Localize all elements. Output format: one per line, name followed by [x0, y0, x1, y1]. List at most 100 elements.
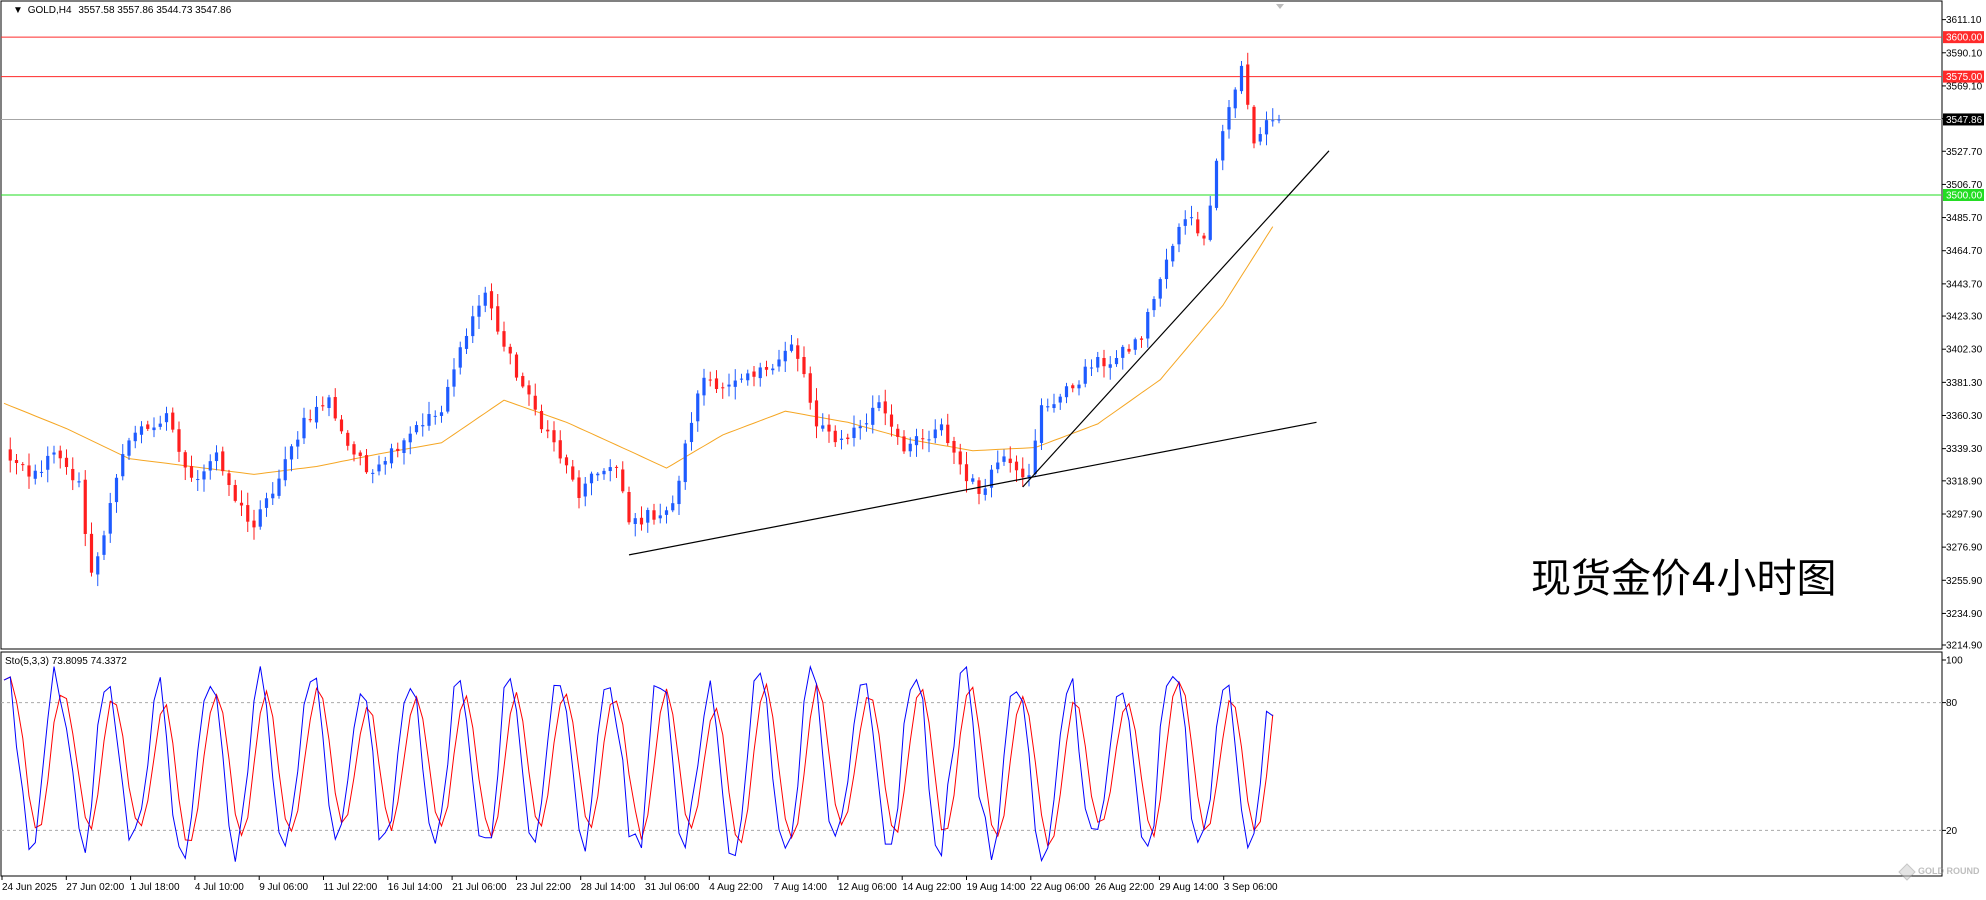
candle-body [589, 473, 594, 484]
candle [271, 482, 275, 505]
price-tick-label: 3297.90 [1946, 509, 1983, 520]
symbol-header: ▼ GOLD,H4 3557.58 3557.86 3544.73 3547.8… [13, 5, 232, 16]
candle [727, 373, 731, 397]
candle-body [996, 462, 1000, 470]
price-tick-label: 3423.30 [1946, 312, 1983, 323]
candle [464, 328, 469, 354]
time-axis[interactable]: 24 Jun 2025 27 Jun 02:00 1 Jul 18:00 4 Jul … [1, 875, 1942, 893]
candle-body [746, 373, 750, 381]
candle [639, 506, 644, 531]
candle-body [421, 425, 425, 427]
candle-body [627, 491, 631, 523]
price-tick-label: 3276.90 [1946, 543, 1983, 554]
price-tag-background [1943, 70, 1984, 83]
candle-body [396, 448, 400, 452]
price-panel[interactable]: ▼ GOLD,H4 3557.58 3557.86 3544.73 3547.8… [0, 0, 1943, 650]
time-tick-label: 29 Aug 14:00 [1159, 882, 1218, 893]
candle-body [958, 451, 962, 465]
stochastic-signal-line [3, 676, 1274, 848]
stochastic-panel[interactable]: Sto(5,3,3) 73.8095 74.3372 [0, 651, 1943, 877]
candle [1058, 393, 1062, 410]
candle [733, 369, 737, 400]
candle [827, 414, 831, 443]
dropdown-triangle-icon[interactable]: ▼ [13, 5, 23, 16]
candle-body [196, 479, 200, 481]
candle-body [621, 469, 625, 492]
candle-body [889, 414, 894, 427]
candle [377, 455, 381, 476]
candle-body [646, 510, 650, 523]
candle-body [902, 436, 906, 452]
symbol-label: GOLD,H4 [28, 5, 72, 16]
candle [814, 388, 819, 439]
candle [839, 430, 844, 450]
candle [602, 468, 606, 480]
candle-body [696, 393, 700, 422]
time-tick-label: 14 Aug 22:00 [902, 882, 961, 893]
candle-body [202, 471, 206, 480]
candle [39, 460, 44, 478]
candle [577, 470, 581, 509]
candle [689, 412, 694, 451]
candle [989, 465, 994, 498]
candle-body [177, 429, 181, 452]
candle [383, 456, 387, 475]
trendline[interactable] [628, 421, 1317, 556]
candle [821, 413, 825, 432]
watermark-logo: GOLD ROUND [1898, 863, 1980, 881]
candle [852, 415, 856, 447]
candle-body [289, 446, 294, 460]
candle-body [783, 350, 787, 362]
candle [883, 389, 887, 426]
price-tick-label: 3255.90 [1946, 576, 1983, 587]
candle [1096, 351, 1100, 373]
candle-body [1114, 357, 1119, 365]
ohlc-readout: 3557.58 3557.86 3544.73 3547.86 [78, 5, 231, 16]
candle [371, 469, 375, 484]
price-tick-label: 3506.70 [1946, 180, 1983, 191]
candle [933, 419, 937, 444]
candle-body [1083, 366, 1087, 384]
price-axis[interactable]: 3611.103590.103569.103548.403527.703506.… [1942, 15, 1984, 652]
candle [214, 445, 219, 471]
candle-body [96, 556, 100, 575]
trendline[interactable] [1022, 150, 1330, 488]
candle [352, 441, 356, 462]
price-tick-label: 3339.30 [1946, 444, 1983, 455]
candle-body [296, 439, 300, 447]
candle-body [33, 470, 37, 479]
candle-body [358, 452, 362, 456]
candle-body [1258, 134, 1262, 142]
time-tick-label: 16 Jul 14:00 [388, 882, 443, 893]
candle-body [983, 488, 987, 495]
candle [1071, 383, 1075, 393]
time-tick-label: 21 Jul 06:00 [452, 882, 507, 893]
candle-body [1139, 338, 1144, 340]
scroll-shift-marker-icon[interactable] [1276, 4, 1284, 9]
candle [408, 426, 412, 455]
candle-body [577, 477, 581, 498]
candle-body [227, 473, 231, 486]
candle-body [208, 461, 212, 471]
candle-body [1164, 259, 1169, 280]
candle [183, 450, 187, 481]
candle-body [508, 346, 512, 354]
candle-body [189, 466, 194, 478]
candle [333, 388, 337, 421]
candle-body [852, 427, 856, 439]
candle-body [14, 460, 19, 464]
candle-body [77, 481, 81, 483]
candle-body [1046, 406, 1050, 408]
candle [402, 438, 406, 465]
candle [1121, 344, 1125, 370]
candle-body [964, 464, 969, 482]
stochastic-axis[interactable]: 100 80 20 [1942, 656, 1963, 837]
candle-body [758, 367, 762, 379]
candle [971, 474, 975, 485]
candle [858, 419, 862, 440]
watermark-text: GOLD ROUND [1918, 866, 1980, 876]
price-tick-label: 3318.90 [1946, 476, 1983, 487]
candle [1133, 337, 1137, 355]
candle [1033, 429, 1037, 476]
candle-body [714, 378, 719, 390]
